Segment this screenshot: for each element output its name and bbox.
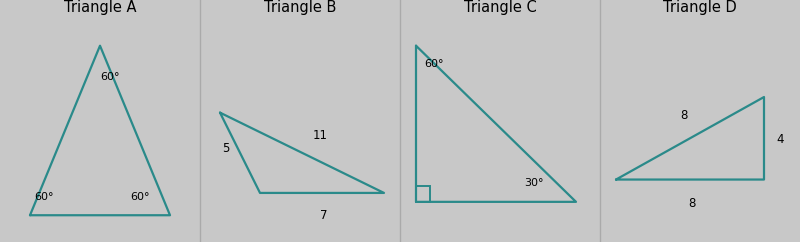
Text: 11: 11 [313,129,327,142]
Text: 60°: 60° [100,72,119,83]
Text: 60°: 60° [34,192,54,202]
Text: 5: 5 [222,142,230,155]
Text: 8: 8 [680,109,688,121]
Text: 4: 4 [776,133,783,146]
Title: Triangle C: Triangle C [464,0,536,15]
Text: 7: 7 [320,209,328,221]
Text: 30°: 30° [524,178,543,189]
Text: 60°: 60° [424,59,443,69]
Text: 8: 8 [688,197,696,210]
Title: Triangle D: Triangle D [663,0,737,15]
Text: 60°: 60° [130,192,150,202]
Title: Triangle B: Triangle B [264,0,336,15]
Title: Triangle A: Triangle A [64,0,136,15]
